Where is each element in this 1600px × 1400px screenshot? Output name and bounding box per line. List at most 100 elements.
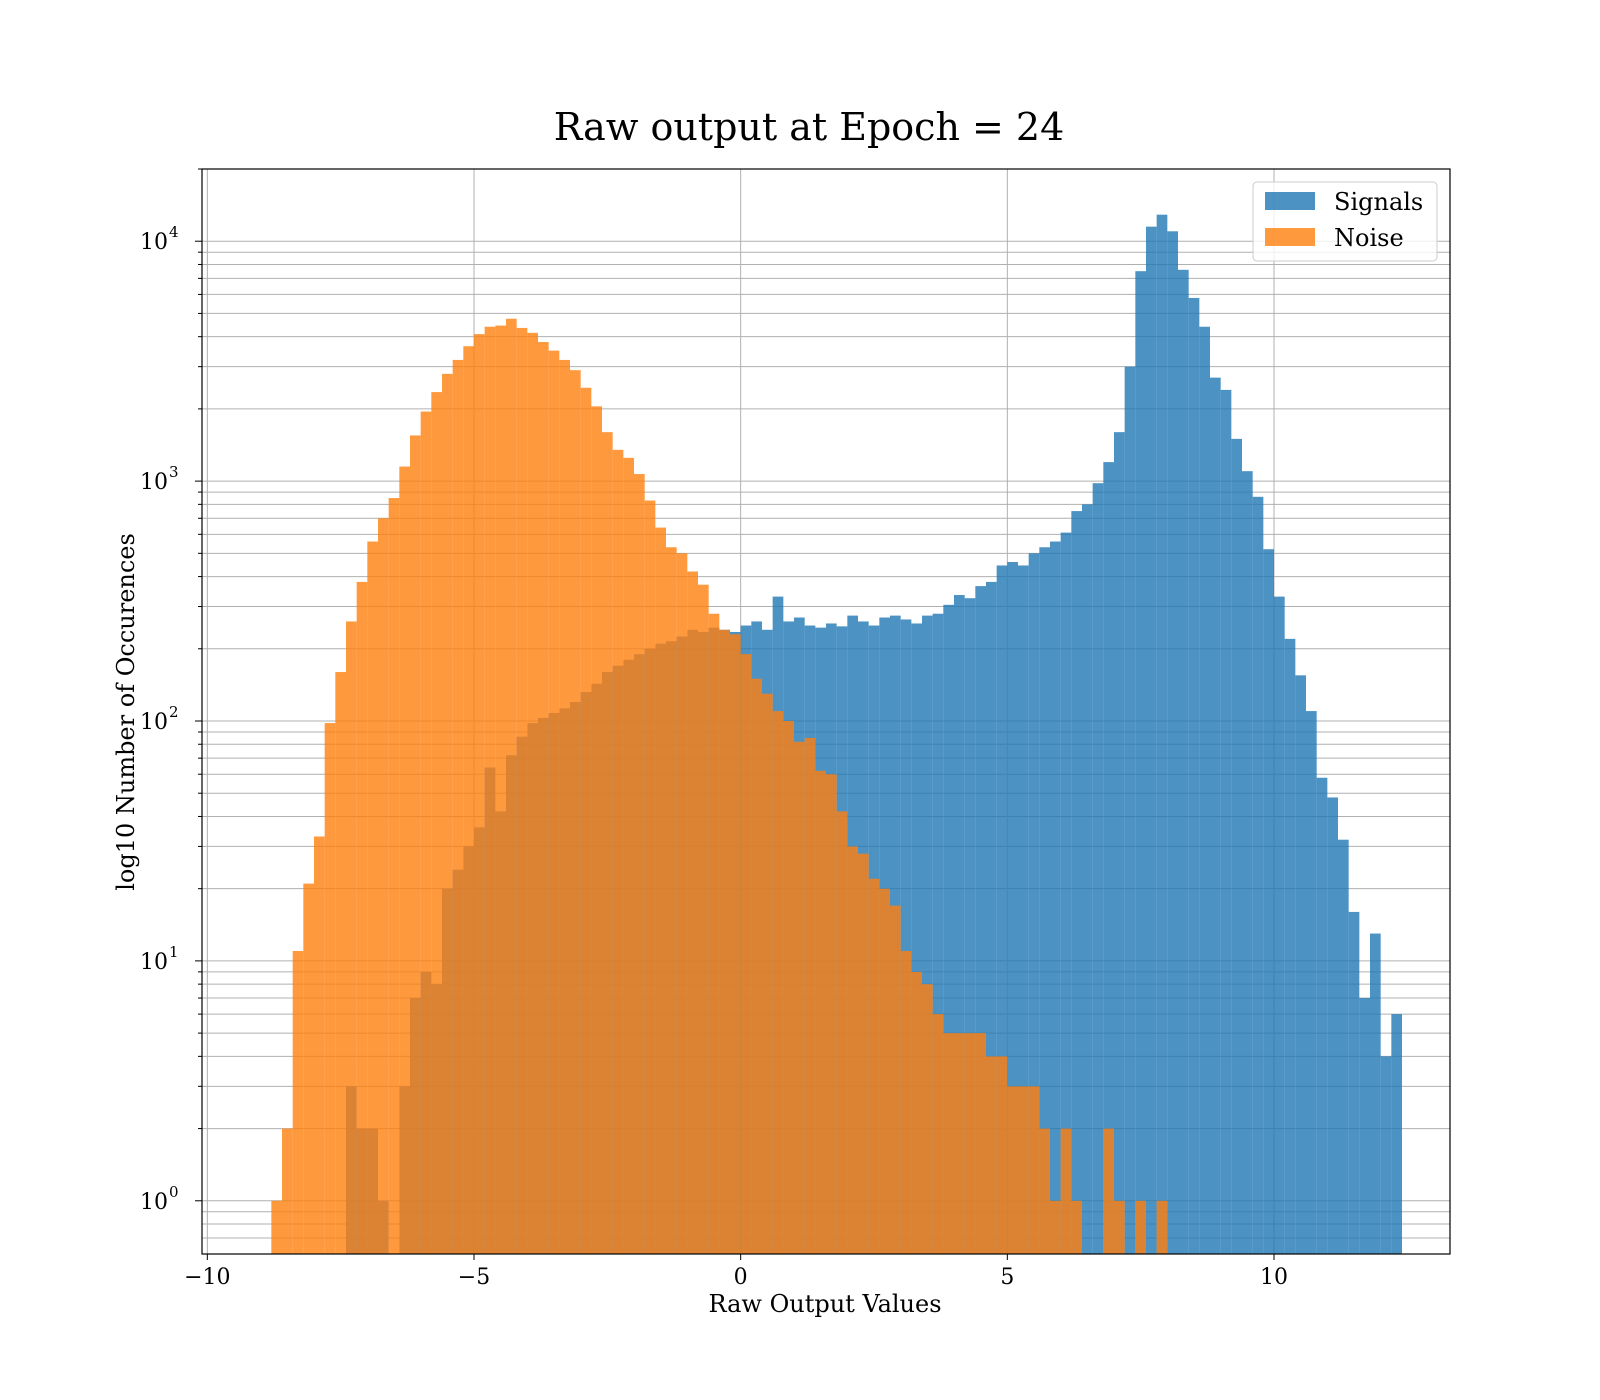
histogram-bar bbox=[1295, 675, 1306, 1254]
y-tick-label: 10 bbox=[140, 950, 168, 975]
histogram-bar bbox=[740, 654, 752, 1254]
histogram-bar bbox=[1338, 839, 1349, 1254]
histogram-bar bbox=[1391, 1014, 1402, 1254]
histogram-bar bbox=[666, 547, 677, 1254]
histogram-bar bbox=[698, 584, 709, 1254]
legend-swatch-noise bbox=[1265, 228, 1315, 246]
histogram-bar bbox=[634, 474, 645, 1254]
histogram-bar bbox=[1348, 911, 1360, 1254]
histogram-bars bbox=[271, 214, 1402, 1255]
histogram-bar bbox=[388, 498, 400, 1254]
histogram-bar bbox=[730, 634, 741, 1254]
histogram-bar bbox=[356, 581, 368, 1254]
histogram-bar bbox=[442, 373, 453, 1254]
x-axis-ticks: −10 −5 0 5 10 bbox=[184, 1254, 1288, 1290]
histogram-bar bbox=[922, 984, 933, 1254]
histogram-bar bbox=[623, 457, 634, 1254]
histogram-bar bbox=[1263, 549, 1274, 1254]
histogram-bar bbox=[890, 905, 901, 1254]
histogram-bar bbox=[879, 888, 890, 1254]
histogram-bar bbox=[900, 950, 912, 1254]
histogram-bar bbox=[1178, 269, 1189, 1254]
histogram-bar bbox=[1380, 1056, 1392, 1254]
histogram-bar bbox=[911, 971, 922, 1254]
series-noise bbox=[271, 318, 1168, 1255]
histogram-bar bbox=[911, 623, 922, 1254]
histogram-bar bbox=[1188, 297, 1200, 1254]
histogram-bar bbox=[303, 883, 314, 1254]
histogram-bar bbox=[378, 518, 389, 1254]
histogram-bar bbox=[943, 604, 954, 1254]
y-tick-exponent: 1 bbox=[169, 943, 179, 961]
histogram-bar bbox=[1242, 471, 1253, 1254]
histogram-bar bbox=[1167, 231, 1178, 1254]
y-axis-label: log10 Number of Occurences bbox=[112, 533, 140, 891]
histogram-bar bbox=[1327, 797, 1338, 1254]
histogram-bar bbox=[996, 565, 1008, 1254]
histogram-bar bbox=[580, 387, 592, 1254]
legend-label-noise: Noise bbox=[1334, 224, 1404, 252]
histogram-bar bbox=[996, 1056, 1008, 1254]
x-tick-label: −10 bbox=[184, 1265, 230, 1290]
histogram-bar bbox=[772, 711, 784, 1254]
histogram-bar bbox=[922, 615, 933, 1254]
histogram-bar bbox=[1103, 462, 1114, 1254]
histogram-bar bbox=[676, 553, 688, 1254]
histogram-bar bbox=[548, 350, 560, 1254]
histogram-bar bbox=[1135, 1200, 1146, 1254]
histogram-bar bbox=[655, 527, 666, 1254]
histogram-bar bbox=[463, 346, 474, 1254]
y-tick-label: 10 bbox=[140, 230, 168, 255]
x-tick-label: 5 bbox=[1000, 1265, 1014, 1290]
histogram-bar bbox=[1284, 638, 1296, 1254]
histogram-bar bbox=[1050, 1200, 1061, 1254]
histogram-bar bbox=[367, 541, 378, 1254]
plot-frame bbox=[201, 168, 1451, 1255]
y-tick-exponent: 2 bbox=[169, 703, 179, 721]
histogram-bar bbox=[474, 334, 485, 1254]
histogram-bar bbox=[1114, 432, 1125, 1254]
histogram-bar bbox=[1252, 496, 1264, 1255]
legend-label-signals: Signals bbox=[1334, 188, 1423, 216]
histogram-bar bbox=[826, 774, 837, 1254]
histogram-bar bbox=[975, 586, 986, 1254]
histogram-bar bbox=[271, 1200, 282, 1254]
histogram-bar bbox=[602, 432, 613, 1254]
x-axis-label: Raw Output Values bbox=[708, 1290, 941, 1318]
histogram-bar bbox=[986, 581, 997, 1254]
histogram-bar bbox=[1050, 541, 1061, 1254]
histogram-bar bbox=[346, 621, 357, 1254]
histogram-bar bbox=[484, 326, 496, 1254]
histogram-bar bbox=[964, 1033, 976, 1254]
histogram-bar bbox=[687, 571, 698, 1254]
histogram-bar bbox=[847, 846, 858, 1254]
histogram-bar bbox=[282, 1128, 293, 1254]
histogram-bar bbox=[1156, 1200, 1168, 1254]
histogram-bar bbox=[858, 853, 869, 1254]
histogram-bar bbox=[1007, 562, 1018, 1254]
histogram-bar bbox=[1039, 547, 1050, 1254]
histogram-bar bbox=[751, 678, 762, 1254]
histogram-bar bbox=[1231, 438, 1242, 1255]
histogram-bar bbox=[1071, 511, 1082, 1254]
histogram-bar bbox=[1092, 483, 1104, 1254]
histogram-bar bbox=[431, 392, 442, 1254]
histogram-bar bbox=[1007, 1086, 1018, 1254]
histogram-bar bbox=[559, 359, 570, 1255]
histogram-bar bbox=[943, 1033, 954, 1254]
histogram-bar bbox=[1210, 377, 1221, 1255]
histogram-bar bbox=[1082, 504, 1093, 1254]
legend: Signals Noise bbox=[1252, 181, 1438, 262]
histogram-bar bbox=[964, 598, 976, 1254]
histogram-bar bbox=[1220, 389, 1232, 1254]
histogram-bar bbox=[804, 737, 816, 1254]
histogram-bar bbox=[644, 500, 656, 1255]
histogram-bar bbox=[975, 1033, 986, 1254]
histogram-bar bbox=[1124, 366, 1136, 1254]
histogram-bar bbox=[1370, 933, 1381, 1254]
histogram-bar bbox=[783, 720, 794, 1254]
histogram-bar bbox=[506, 318, 517, 1255]
